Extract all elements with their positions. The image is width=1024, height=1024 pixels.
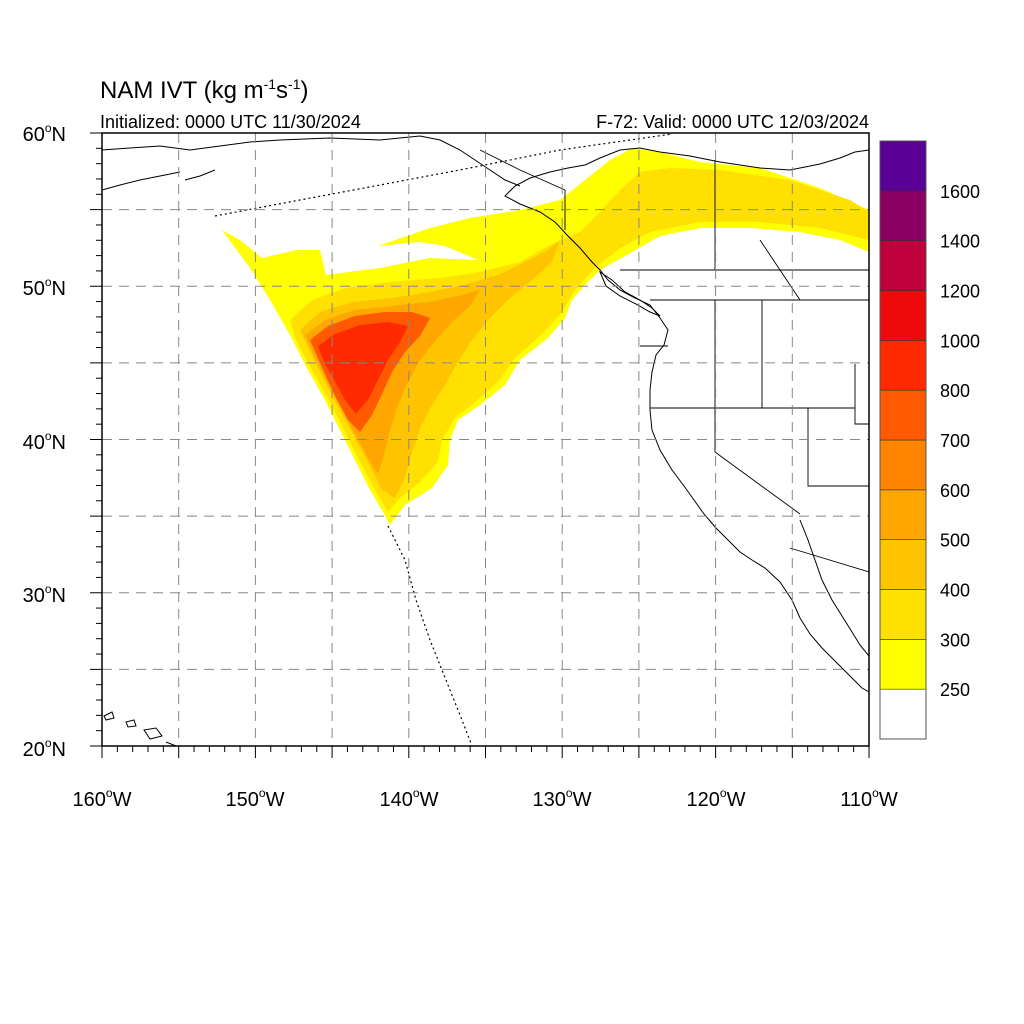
lon-label-150w: 150oW <box>226 786 285 811</box>
colorbar-swatch <box>879 240 927 291</box>
latitude-labels: 60oN 50oN 40oN 30oN 20oN <box>23 121 66 761</box>
map-title: NAM IVT (kg m-1s-1) <box>100 76 308 104</box>
colorbar-label: 1000 <box>940 331 980 351</box>
colorbar-swatch <box>879 190 927 241</box>
axis-ticks <box>90 132 870 758</box>
colorbar-label: 500 <box>940 531 970 551</box>
dotted-boundary <box>214 133 673 746</box>
colorbar-label: 1200 <box>940 282 980 302</box>
lon-label-130w: 130oW <box>533 786 592 811</box>
lon-label-120w: 120oW <box>687 786 746 811</box>
colorbar-label: 800 <box>940 381 970 401</box>
colorbar-label: 400 <box>940 581 970 601</box>
colorbar-swatch <box>879 290 927 341</box>
valid-time-label: F-72: Valid: 0000 UTC 12/03/2024 <box>596 112 869 132</box>
colorbar-label: 1400 <box>940 232 980 252</box>
coastline-alaska <box>102 135 521 187</box>
ivt-contour-800 <box>318 322 408 414</box>
colorbar-swatch <box>879 389 927 441</box>
state-boundaries <box>640 299 869 573</box>
lon-label-110w: 110oW <box>840 786 898 811</box>
canada-boundaries <box>479 149 869 301</box>
colorbar-swatch <box>879 539 927 590</box>
map-gridlines <box>102 133 869 746</box>
colorbar-label: 300 <box>940 630 970 650</box>
colorbar-swatch <box>879 439 927 491</box>
colorbar-swatch <box>879 340 927 391</box>
colorbar-label: 250 <box>940 680 970 700</box>
colorbar-label: 600 <box>940 481 970 501</box>
colorbar-swatch <box>879 639 927 690</box>
coastline-hawaii <box>103 711 177 746</box>
coastline-gulf-of-california <box>799 519 869 657</box>
colorbar-swatch <box>879 489 927 540</box>
lat-label-40: 40oN <box>23 429 66 454</box>
lon-label-160w: 160oW <box>73 786 132 811</box>
colorbar-label: 700 <box>940 431 970 451</box>
coastline-vancouver-island <box>598 270 661 317</box>
lat-label-50: 50oN <box>23 275 66 300</box>
lat-label-20: 20oN <box>23 736 66 761</box>
lat-label-30: 30oN <box>23 582 66 607</box>
colorbar-label: 1600 <box>940 182 980 202</box>
init-time-label: Initialized: 0000 UTC 11/30/2024 <box>100 112 361 132</box>
longitude-labels: 160oW 150oW 140oW 130oW 120oW 110oW <box>73 786 898 811</box>
colorbar-frame <box>879 140 927 740</box>
coastlines <box>102 135 869 746</box>
colorbar-swatch <box>879 688 927 740</box>
lat-label-60: 60oN <box>23 121 66 146</box>
lon-label-140w: 140oW <box>380 786 439 811</box>
ivt-contour-300 <box>290 168 869 512</box>
ivt-field <box>222 148 869 525</box>
colorbar: 250 300 400 500 600 700 800 1000 1200 1400 1600 <box>879 140 980 740</box>
map-panel: 60oN 50oN 40oN 30oN 20oN 160oW 150oW 140… <box>23 121 898 811</box>
coastline-alaska-islands <box>102 169 216 191</box>
colorbar-swatch <box>879 140 927 192</box>
colorbar-swatch <box>879 589 927 640</box>
